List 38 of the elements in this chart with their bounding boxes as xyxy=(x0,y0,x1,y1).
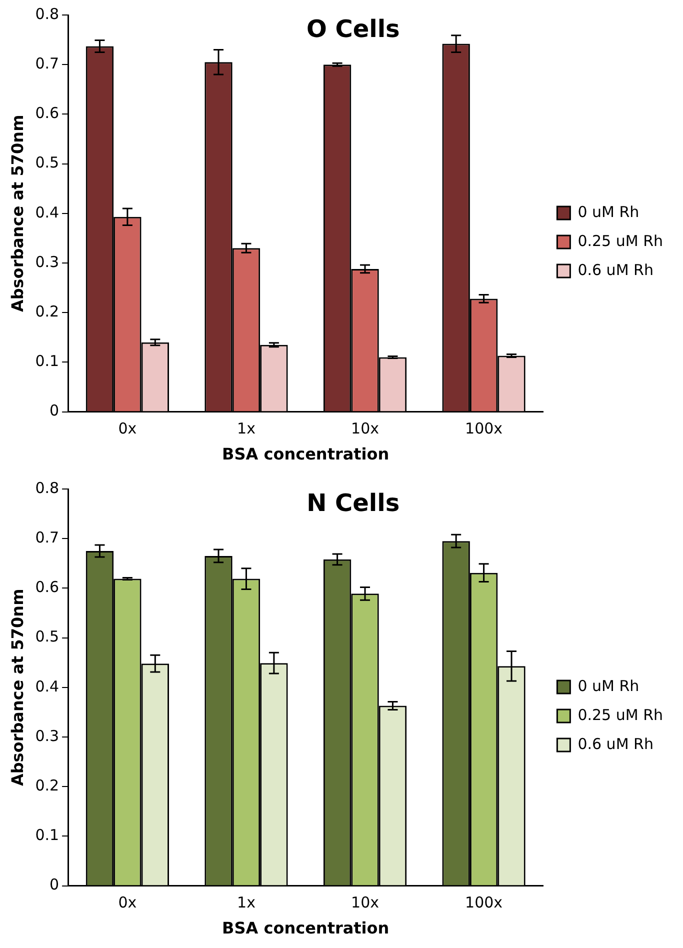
x-tick-label: 1x xyxy=(237,420,256,438)
x-tick-label: 1x xyxy=(237,894,256,912)
y-tick-label: 0.3 xyxy=(35,726,60,745)
y-tick-label: 0.2 xyxy=(35,776,60,794)
y-axis-title: Absorbance at 570nm xyxy=(8,588,27,786)
chart-title: N Cells xyxy=(306,489,400,518)
x-axis-title: BSA concentration xyxy=(222,918,390,938)
y-tick-label: 0.6 xyxy=(35,578,60,596)
legend-label: 0.6 uM Rh xyxy=(578,734,654,753)
legend-label: 0 uM Rh xyxy=(578,202,640,221)
legend-label: 0.25 uM Rh xyxy=(578,232,663,250)
y-tick-label: 0.5 xyxy=(35,154,60,172)
y-tick-label: 0.3 xyxy=(35,252,60,271)
y-tick-label: 0 xyxy=(50,402,60,420)
y-tick-label: 0.2 xyxy=(35,302,60,320)
x-tick-label: 100x xyxy=(465,420,503,438)
legend-label: 0 uM Rh xyxy=(578,676,640,695)
y-tick-label: 0.4 xyxy=(35,677,60,696)
y-tick-label: 0.1 xyxy=(35,352,60,370)
x-tick-label: 0x xyxy=(118,420,137,438)
y-tick-label: 0.1 xyxy=(35,826,60,844)
y-tick-label: 0.4 xyxy=(35,203,60,222)
x-tick-label: 10x xyxy=(351,894,380,912)
x-tick-label: 10x xyxy=(351,420,380,438)
x-tick-label: 0x xyxy=(118,894,137,912)
chart-title: O Cells xyxy=(306,15,400,44)
legend-label: 0.25 uM Rh xyxy=(578,706,663,724)
y-tick-label: 0.5 xyxy=(35,628,60,646)
y-tick-label: 0.8 xyxy=(35,478,60,497)
y-tick-label: 0.8 xyxy=(35,4,60,23)
y-tick-label: 0 xyxy=(50,876,60,894)
y-axis-title: Absorbance at 570nm xyxy=(8,114,27,312)
legend-label: 0.6 uM Rh xyxy=(578,260,654,279)
x-tick-label: 100x xyxy=(465,894,503,912)
x-axis-title: BSA concentration xyxy=(222,444,390,464)
y-tick-label: 0.7 xyxy=(35,528,60,546)
y-tick-label: 0.7 xyxy=(35,54,60,72)
y-tick-label: 0.6 xyxy=(35,104,60,122)
